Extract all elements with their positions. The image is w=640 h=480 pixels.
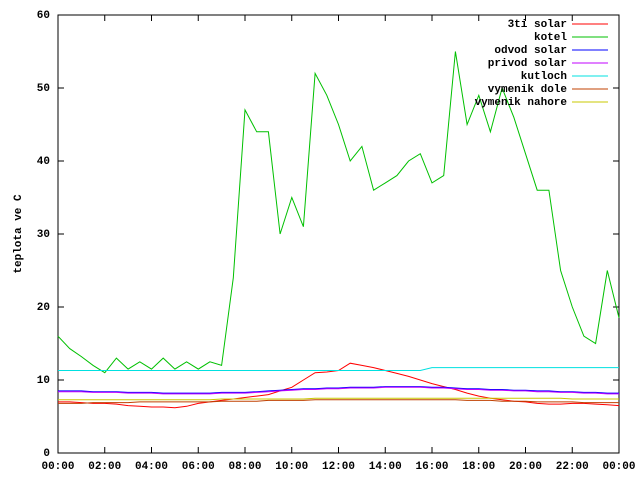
series-line [57,51,620,374]
x-tick-label: 04:00 [135,461,168,473]
x-tick-label: 02:00 [88,461,121,473]
y-tick-label: 20 [37,302,50,314]
y-tick-label: 50 [37,83,50,95]
legend-label: kutloch [521,71,567,83]
x-tick-label: 08:00 [228,461,261,473]
y-tick-label: 30 [37,229,50,241]
x-tick-label: 18:00 [462,461,495,473]
y-axis-label: teplota ve C [13,194,25,274]
series-line [58,397,619,401]
y-tick-label: 10 [37,375,50,387]
series-line [58,399,619,404]
x-tick-label: 00:00 [41,461,74,473]
y-tick-label: 0 [43,448,50,460]
legend-label: kotel [534,32,567,44]
series-line [58,386,619,395]
x-tick-label: 00:00 [602,461,635,473]
legend-label: vymenik nahore [475,97,568,109]
x-tick-label: 12:00 [322,461,355,473]
x-tick-label: 10:00 [275,461,308,473]
legend-label: odvod solar [494,45,567,57]
y-tick-label: 40 [37,156,50,168]
legend-label: 3ti solar [508,19,567,31]
legend-label: privod solar [488,58,567,70]
x-tick-label: 14:00 [369,461,402,473]
series-line [58,367,619,371]
x-tick-label: 16:00 [415,461,448,473]
legend-label: vymenik dole [488,84,568,96]
series-line [58,362,620,409]
x-tick-label: 06:00 [182,461,215,473]
y-tick-label: 60 [37,10,50,22]
x-tick-label: 22:00 [556,461,589,473]
x-tick-label: 20:00 [509,461,542,473]
series-line [58,386,619,394]
